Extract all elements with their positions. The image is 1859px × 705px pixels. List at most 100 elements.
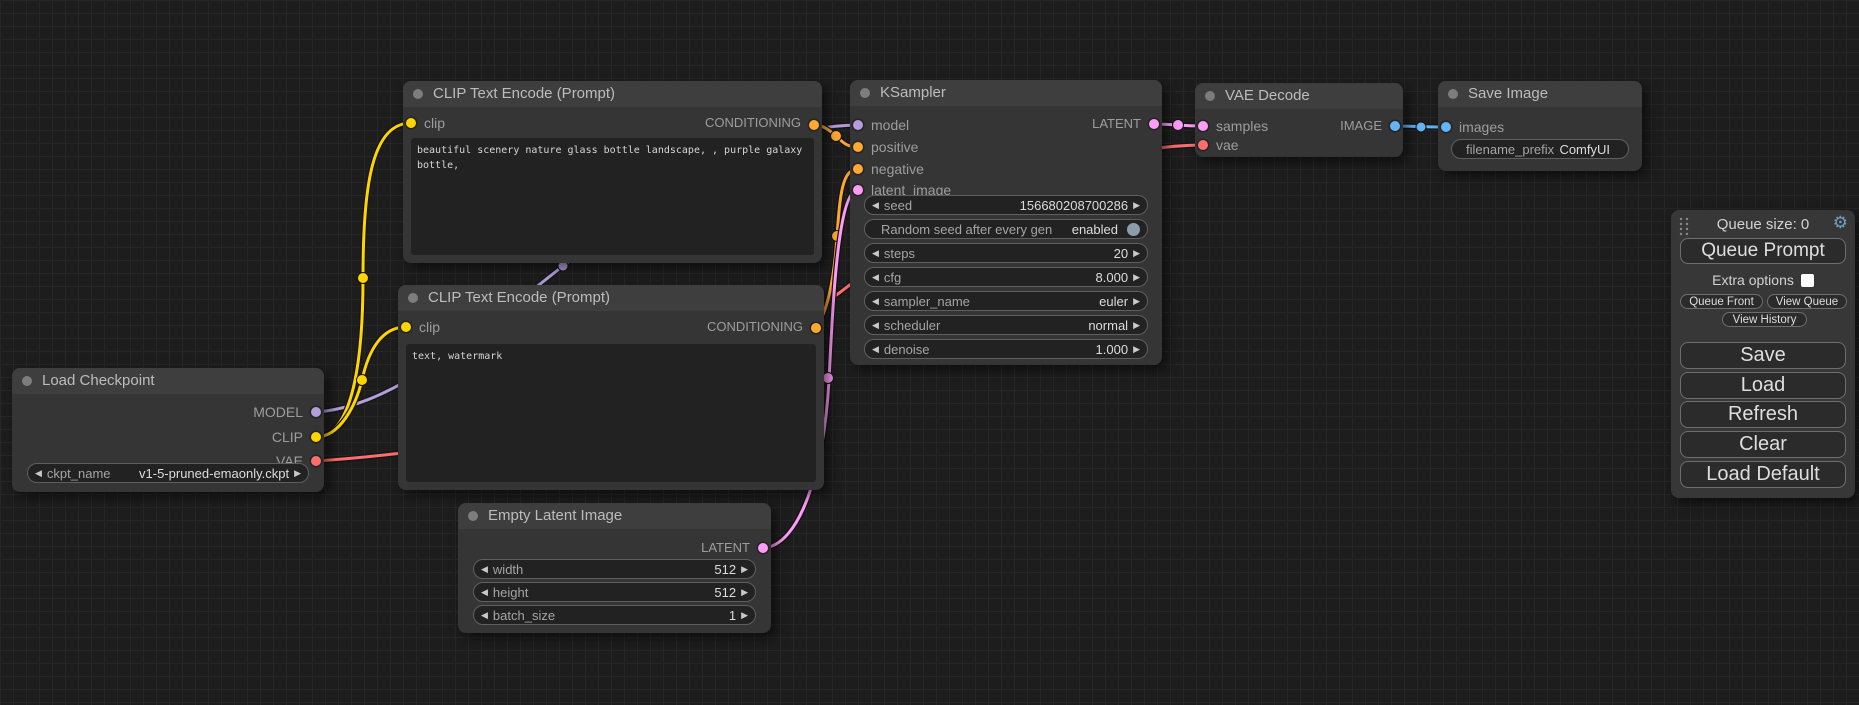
node-title-bar[interactable]: CLIP Text Encode (Prompt) — [403, 81, 822, 107]
collapse-dot-icon[interactable] — [860, 88, 870, 98]
width-widget[interactable]: ◀ width 512 ▶ — [473, 559, 756, 579]
collapse-dot-icon[interactable] — [413, 89, 423, 99]
output-label-latent: LATENT — [701, 540, 750, 555]
steps-widget[interactable]: ◀ steps 20 ▶ — [864, 243, 1148, 263]
decrement-arrow-icon[interactable]: ◀ — [872, 295, 879, 306]
decrement-arrow-icon[interactable]: ◀ — [872, 247, 879, 258]
collapse-dot-icon[interactable] — [1448, 89, 1458, 99]
widget-label: seed — [883, 197, 913, 213]
input-dot-model[interactable] — [853, 120, 863, 130]
decrement-arrow-icon[interactable]: ◀ — [481, 609, 488, 620]
drag-handle-icon[interactable] — [1679, 216, 1689, 236]
widget-value: 1 — [728, 607, 737, 623]
decrement-arrow-icon[interactable]: ◀ — [481, 586, 488, 597]
node-title-bar[interactable]: Load Checkpoint — [12, 368, 324, 394]
node-title-bar[interactable]: Save Image — [1438, 81, 1642, 107]
input-dot-negative[interactable] — [853, 164, 863, 174]
load-button[interactable]: Load — [1680, 372, 1846, 399]
clear-button[interactable]: Clear — [1680, 431, 1846, 458]
denoise-widget[interactable]: ◀ denoise 1.000 ▶ — [864, 339, 1148, 359]
queue-front-button[interactable]: Queue Front — [1680, 294, 1763, 309]
load-default-button[interactable]: Load Default — [1680, 461, 1846, 488]
widget-value: v1-5-pruned-emaonly.ckpt — [139, 465, 290, 481]
wire-positive-dot — [830, 130, 842, 142]
prompt-textarea[interactable]: text, watermark — [406, 344, 816, 482]
widget-value: 1.000 — [1095, 341, 1129, 357]
ckpt-name-widget[interactable]: ◀ ckpt_name v1-5-pruned-emaonly.ckpt ▶ — [27, 463, 309, 483]
increment-arrow-icon[interactable]: ▶ — [741, 609, 748, 620]
input-label-clip: clip — [424, 115, 446, 131]
toggle-dot-icon[interactable] — [1127, 222, 1140, 236]
widget-label: filename_prefix — [1466, 141, 1555, 157]
sampler-name-widget[interactable]: ◀ sampler_name euler ▶ — [864, 291, 1148, 311]
input-dot-latent-image[interactable] — [853, 185, 863, 195]
increment-arrow-icon[interactable]: ▶ — [294, 467, 301, 478]
random-seed-widget[interactable]: Random seed after every gen enabled — [864, 219, 1148, 239]
filename-prefix-widget[interactable]: filename_prefix ComfyUI — [1451, 139, 1629, 159]
decrement-arrow-icon[interactable]: ◀ — [872, 271, 879, 282]
decrement-arrow-icon[interactable]: ◀ — [35, 467, 42, 478]
node-title-bar[interactable]: CLIP Text Encode (Prompt) — [398, 285, 824, 311]
node-clip-text-encode-negative[interactable]: CLIP Text Encode (Prompt) clip CONDITION… — [398, 285, 824, 490]
output-dot-image[interactable] — [1390, 121, 1400, 131]
decrement-arrow-icon[interactable]: ◀ — [872, 343, 879, 354]
queue-prompt-button[interactable]: Queue Prompt — [1680, 238, 1846, 264]
extra-options-checkbox[interactable] — [1800, 273, 1814, 287]
increment-arrow-icon[interactable]: ▶ — [1133, 271, 1140, 282]
increment-arrow-icon[interactable]: ▶ — [1133, 199, 1140, 210]
increment-arrow-icon[interactable]: ▶ — [1133, 319, 1140, 330]
save-button[interactable]: Save — [1680, 342, 1846, 369]
input-dot-clip[interactable] — [406, 118, 416, 128]
node-vae-decode[interactable]: VAE Decode samples IMAGE vae — [1195, 83, 1403, 157]
node-clip-text-encode-positive[interactable]: CLIP Text Encode (Prompt) clip CONDITION… — [403, 81, 822, 263]
node-title-bar[interactable]: KSampler — [850, 80, 1162, 106]
increment-arrow-icon[interactable]: ▶ — [1133, 295, 1140, 306]
collapse-dot-icon[interactable] — [468, 511, 478, 521]
collapse-dot-icon[interactable] — [408, 293, 418, 303]
decrement-arrow-icon[interactable]: ◀ — [872, 319, 879, 330]
batch-size-widget[interactable]: ◀ batch_size 1 ▶ — [473, 605, 756, 625]
input-dot-vae[interactable] — [1198, 140, 1208, 150]
refresh-button[interactable]: Refresh — [1680, 401, 1846, 428]
input-dot-positive[interactable] — [853, 142, 863, 152]
increment-arrow-icon[interactable]: ▶ — [1133, 343, 1140, 354]
node-save-image[interactable]: Save Image images filename_prefix ComfyU… — [1438, 81, 1642, 171]
node-empty-latent-image[interactable]: Empty Latent Image LATENT ◀ width 512 ▶ … — [458, 503, 771, 633]
output-dot-conditioning[interactable] — [811, 323, 821, 333]
output-dot-vae[interactable] — [311, 456, 321, 466]
gear-icon[interactable]: ⚙ — [1832, 213, 1848, 232]
node-title-bar[interactable]: Empty Latent Image — [458, 503, 771, 529]
widget-label: ckpt_name — [46, 465, 111, 481]
decrement-arrow-icon[interactable]: ◀ — [481, 563, 488, 574]
increment-arrow-icon[interactable]: ▶ — [1133, 247, 1140, 258]
widget-value: 20 — [1113, 245, 1129, 261]
input-label-model: model — [871, 117, 910, 133]
input-label-samples: samples — [1216, 118, 1269, 134]
increment-arrow-icon[interactable]: ▶ — [741, 563, 748, 574]
node-title-bar[interactable]: VAE Decode — [1195, 83, 1403, 109]
node-ksampler[interactable]: KSampler model LATENT positive negative … — [850, 80, 1162, 365]
prompt-textarea[interactable]: beautiful scenery nature glass bottle la… — [411, 138, 814, 255]
collapse-dot-icon[interactable] — [22, 376, 32, 386]
extra-options-label: Extra options — [1712, 272, 1794, 288]
input-dot-samples[interactable] — [1198, 121, 1208, 131]
input-label-positive: positive — [871, 139, 919, 155]
node-load-checkpoint[interactable]: Load Checkpoint MODEL CLIP VAE ◀ ckpt_na… — [12, 368, 324, 492]
height-widget[interactable]: ◀ height 512 ▶ — [473, 582, 756, 602]
output-dot-latent[interactable] — [758, 543, 768, 553]
output-dot-clip[interactable] — [311, 432, 321, 442]
view-history-button[interactable]: View History — [1722, 312, 1807, 327]
view-queue-button[interactable]: View Queue — [1767, 294, 1847, 309]
scheduler-widget[interactable]: ◀ scheduler normal ▶ — [864, 315, 1148, 335]
seed-widget[interactable]: ◀ seed 156680208700286 ▶ — [864, 195, 1148, 215]
collapse-dot-icon[interactable] — [1205, 91, 1215, 101]
input-dot-images[interactable] — [1441, 122, 1451, 132]
output-dot-model[interactable] — [311, 407, 321, 417]
increment-arrow-icon[interactable]: ▶ — [741, 586, 748, 597]
output-dot-conditioning[interactable] — [809, 120, 819, 130]
output-dot-latent[interactable] — [1149, 119, 1159, 129]
cfg-widget[interactable]: ◀ cfg 8.000 ▶ — [864, 267, 1148, 287]
input-dot-clip[interactable] — [401, 322, 411, 332]
decrement-arrow-icon[interactable]: ◀ — [872, 199, 879, 210]
